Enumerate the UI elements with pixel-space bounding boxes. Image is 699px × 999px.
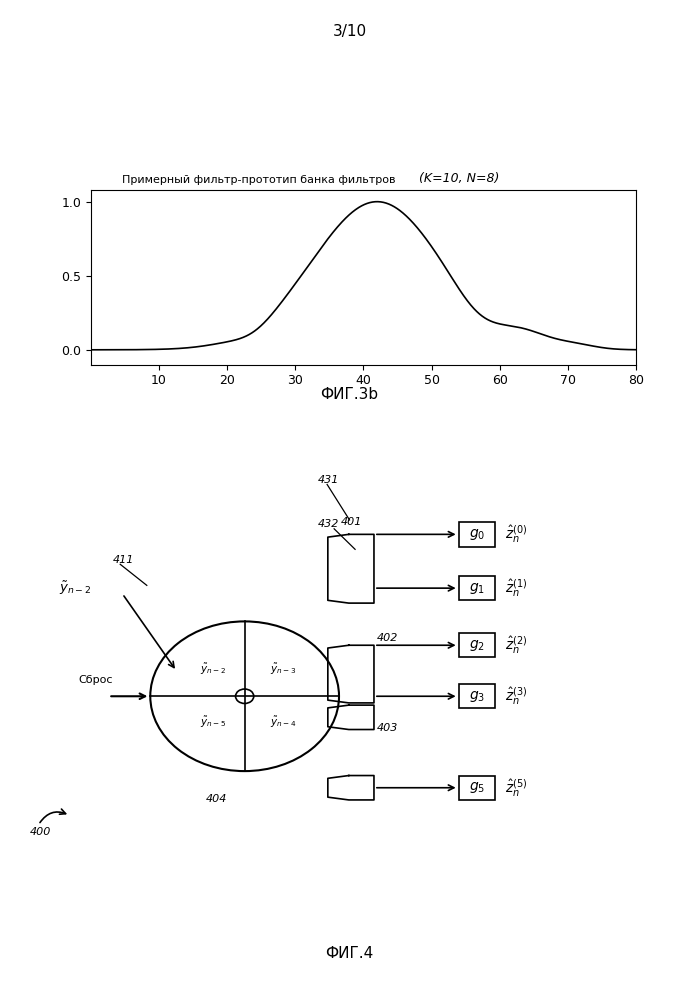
Polygon shape bbox=[328, 775, 374, 800]
Text: 3/10: 3/10 bbox=[333, 24, 366, 39]
Text: 432: 432 bbox=[318, 519, 340, 529]
FancyBboxPatch shape bbox=[459, 576, 495, 600]
Text: 401: 401 bbox=[340, 516, 362, 526]
Text: $\hat{z}_n^{(0)}$: $\hat{z}_n^{(0)}$ bbox=[505, 523, 528, 545]
Text: $g_3$: $g_3$ bbox=[468, 688, 485, 703]
Text: $\tilde{y}_{n-2}$: $\tilde{y}_{n-2}$ bbox=[200, 662, 226, 677]
Polygon shape bbox=[328, 645, 374, 703]
Polygon shape bbox=[328, 534, 374, 603]
Text: $\tilde{y}_{n-2}$: $\tilde{y}_{n-2}$ bbox=[59, 579, 92, 596]
Text: 400: 400 bbox=[29, 827, 51, 837]
FancyBboxPatch shape bbox=[459, 522, 495, 546]
Text: $g_5$: $g_5$ bbox=[468, 780, 485, 795]
Text: 431: 431 bbox=[318, 475, 340, 486]
Text: $\hat{z}_n^{(1)}$: $\hat{z}_n^{(1)}$ bbox=[505, 577, 528, 599]
FancyBboxPatch shape bbox=[459, 633, 495, 657]
Text: $\tilde{y}_{n-5}$: $\tilde{y}_{n-5}$ bbox=[200, 715, 226, 730]
Text: $\hat{z}_n^{(2)}$: $\hat{z}_n^{(2)}$ bbox=[505, 634, 528, 656]
Text: (K=10, N=8): (K=10, N=8) bbox=[419, 172, 500, 185]
Text: Примерный фильтр-прототип банка фильтров: Примерный фильтр-прототип банка фильтров bbox=[122, 175, 396, 185]
Text: $\hat{z}_n^{(3)}$: $\hat{z}_n^{(3)}$ bbox=[505, 685, 528, 707]
Text: $\tilde{y}_{n-3}$: $\tilde{y}_{n-3}$ bbox=[270, 662, 296, 677]
Text: 402: 402 bbox=[377, 633, 398, 643]
Text: Сброс: Сброс bbox=[78, 675, 113, 685]
FancyBboxPatch shape bbox=[459, 775, 495, 800]
Text: $\tilde{y}_{n-4}$: $\tilde{y}_{n-4}$ bbox=[270, 715, 296, 730]
FancyBboxPatch shape bbox=[459, 684, 495, 708]
Polygon shape bbox=[328, 705, 374, 729]
Text: 403: 403 bbox=[377, 723, 398, 733]
Text: $g_0$: $g_0$ bbox=[468, 526, 485, 541]
Text: 411: 411 bbox=[113, 555, 135, 565]
Text: ФИГ.3b: ФИГ.3b bbox=[320, 387, 379, 402]
Text: ФИГ.4: ФИГ.4 bbox=[325, 946, 374, 961]
Circle shape bbox=[150, 621, 339, 771]
Text: $\hat{z}_n^{(5)}$: $\hat{z}_n^{(5)}$ bbox=[505, 777, 528, 798]
Text: 404: 404 bbox=[206, 794, 228, 804]
Text: $g_1$: $g_1$ bbox=[469, 580, 484, 595]
Text: $g_2$: $g_2$ bbox=[469, 637, 484, 652]
